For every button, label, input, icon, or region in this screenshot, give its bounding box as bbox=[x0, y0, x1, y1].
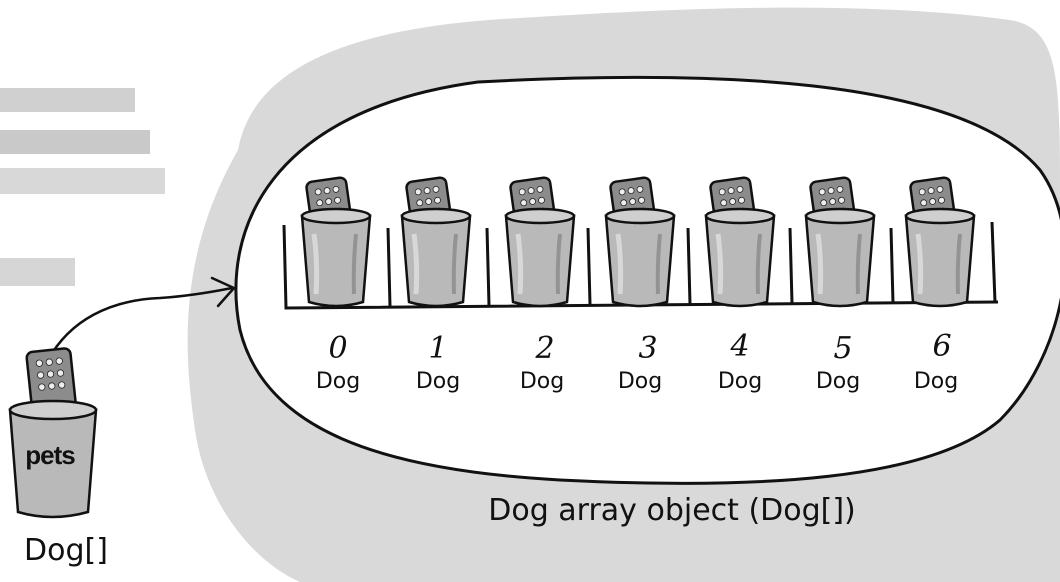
array-slots: 0 Dog 1 Dog 2 Dog 3 Dog 4 Dog 5 Dog bbox=[302, 177, 974, 394]
slot-type: Dog bbox=[416, 369, 460, 394]
remote-icon bbox=[25, 347, 78, 417]
slot-type: Dog bbox=[316, 369, 360, 394]
slot-6: 6 Dog bbox=[906, 177, 974, 394]
slot-type: Dog bbox=[618, 369, 662, 394]
reference-arrow bbox=[46, 276, 237, 362]
slot-4: 4 Dog bbox=[706, 177, 774, 394]
slot-index: 0 bbox=[328, 331, 347, 366]
slot-index: 5 bbox=[833, 331, 852, 366]
blurred-text bbox=[0, 88, 165, 286]
slot-type: Dog bbox=[520, 369, 564, 394]
array-caption: Dog array object (Dog[]) bbox=[488, 493, 856, 528]
slot-type: Dog bbox=[816, 369, 860, 394]
slot-0: 0 Dog bbox=[302, 177, 370, 394]
variable-name: pets bbox=[25, 440, 75, 470]
pets-variable: pets bbox=[8, 347, 98, 519]
slot-type: Dog bbox=[718, 369, 762, 394]
slot-5: 5 Dog bbox=[806, 177, 874, 394]
slot-index: 6 bbox=[932, 329, 951, 364]
variable-type: Dog[] bbox=[24, 533, 108, 568]
slot-index: 4 bbox=[729, 329, 749, 364]
slot-index: 3 bbox=[638, 331, 657, 366]
slot-1: 1 Dog bbox=[402, 177, 470, 394]
slot-index: 2 bbox=[534, 331, 554, 366]
slot-type: Dog bbox=[914, 369, 958, 394]
slot-3: 3 Dog bbox=[606, 177, 674, 394]
slot-index: 1 bbox=[428, 331, 447, 366]
slot-2: 2 Dog bbox=[506, 177, 574, 394]
